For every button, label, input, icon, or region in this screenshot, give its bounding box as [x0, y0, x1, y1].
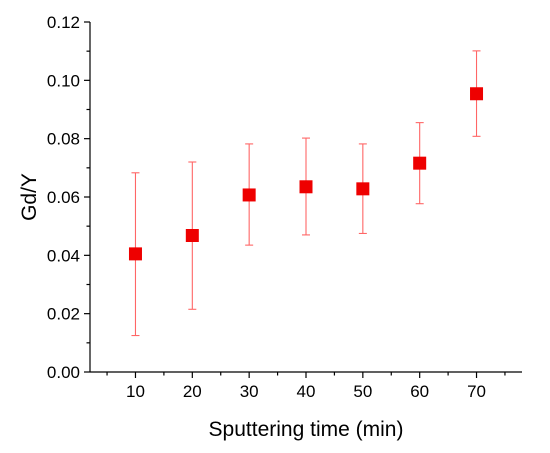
y-tick-label: 0.02	[47, 305, 80, 324]
data-point	[128, 247, 142, 261]
data-point	[185, 229, 199, 242]
x-tick-label: 40	[297, 382, 316, 401]
x-tick-label: 20	[183, 382, 202, 401]
data-points	[128, 87, 484, 261]
y-tick-label: 0.04	[47, 246, 80, 265]
y-tick-label: 0.00	[47, 363, 80, 382]
y-tick-label: 0.08	[47, 130, 80, 149]
x-ticks: 10 20 30 40 50 60 70	[106, 372, 506, 401]
y-ticks: 0.00 0.02 0.04 0.06 0.08 0.10 0.12	[47, 13, 90, 382]
y-tick-label: 0.06	[47, 188, 80, 207]
x-tick-label: 50	[353, 382, 372, 401]
x-axis-label: Sputtering time (min)	[209, 418, 404, 441]
y-tick-label: 0.12	[47, 13, 80, 32]
x-tick-label: 30	[240, 382, 259, 401]
data-point	[299, 180, 313, 194]
y-axis-label: Gd/Y	[18, 173, 41, 221]
x-tick-label: 10	[126, 382, 145, 401]
data-point	[413, 156, 427, 170]
x-tick-label: 60	[410, 382, 429, 401]
data-point	[356, 182, 370, 196]
x-tick-label: 70	[467, 382, 486, 401]
data-point	[470, 87, 484, 101]
data-point	[242, 188, 256, 202]
y-tick-label: 0.10	[47, 71, 80, 90]
